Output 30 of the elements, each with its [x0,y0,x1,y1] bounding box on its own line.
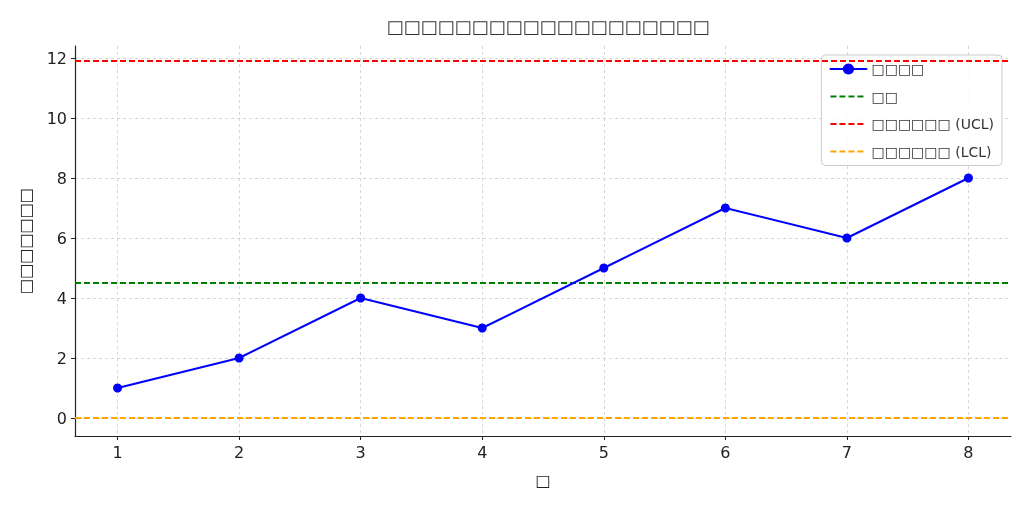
y-tick-label: 8 [56,168,67,188]
x-tick-label: 1 [112,442,123,462]
y-tick-label: 2 [56,348,67,368]
legend-label: □□□□ [871,61,925,77]
legend-label: □□□□□□ (UCL) [871,116,994,132]
point [477,323,487,333]
x-tick-label: 6 [720,442,731,462]
x-axis-title: □ [535,470,551,490]
chart-title: □□□□□□□□□□□□□□□□□□□ [386,15,710,37]
point [963,173,973,183]
x-tick-label: 5 [598,442,609,462]
point [842,233,852,243]
y-tick-label: 6 [56,228,67,248]
point [599,263,609,273]
y-tick-label: 4 [56,288,67,308]
y-tick-label: 10 [46,108,67,128]
x-tick-label: 8 [963,442,974,462]
legend-label: □□ [871,88,898,105]
point [356,293,366,303]
y-tick-label: 12 [46,48,67,68]
point [720,203,730,213]
x-tick-label: 4 [477,442,488,462]
y-tick-label: 0 [56,408,67,428]
x-tick-label: 7 [841,442,852,462]
point [113,383,123,393]
point [234,353,244,363]
x-tick-label: 2 [234,442,245,462]
y-axis-title: □□□□□□□ [15,188,35,294]
legend-label: □□□□□□ (LCL) [871,143,992,160]
x-tick-label: 3 [355,442,366,462]
